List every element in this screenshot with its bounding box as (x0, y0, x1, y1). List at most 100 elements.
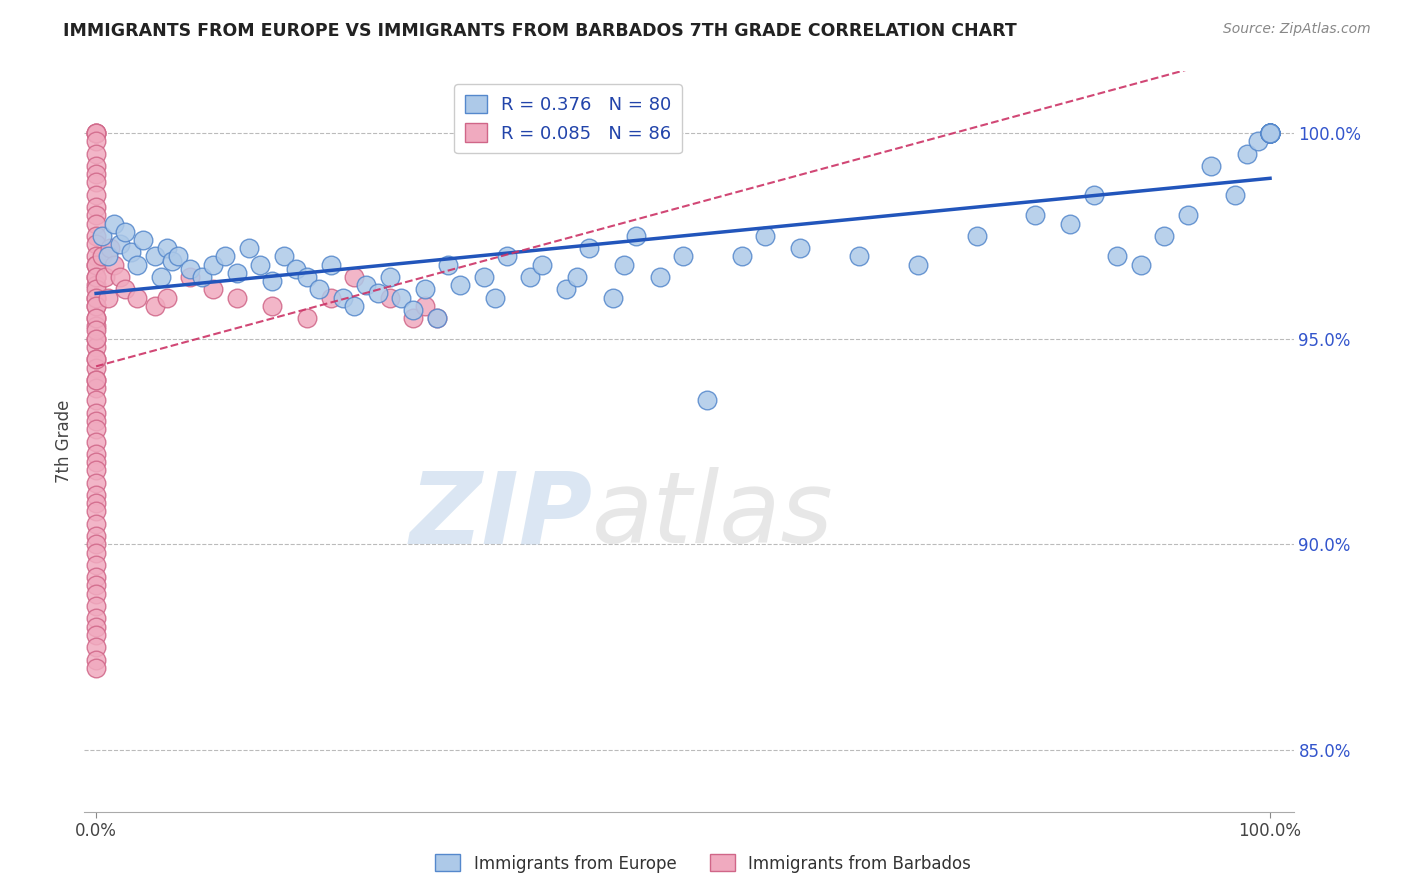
Point (378, 270, 401, 285)
Point (308, 282, 330, 296)
Point (84, 187, 107, 202)
Text: IMMIGRANTS FROM EUROPE VS IMMIGRANTS FROM BARBADOS 7TH GRADE CORRELATION CHART: IMMIGRANTS FROM EUROPE VS IMMIGRANTS FRO… (63, 22, 1017, 40)
Point (84, 661, 107, 675)
Point (343, 270, 366, 285)
Point (1129, 258, 1152, 272)
Point (1258, 126, 1281, 140)
Point (84, 447, 107, 461)
Point (167, 249, 190, 263)
Point (103, 258, 125, 272)
Point (731, 249, 754, 263)
Point (354, 278, 377, 293)
Point (1223, 187, 1246, 202)
Point (84, 628, 107, 642)
Point (1177, 208, 1199, 222)
Point (1258, 126, 1281, 140)
Point (1258, 126, 1281, 140)
Point (179, 270, 201, 285)
Point (84, 299, 107, 313)
Point (378, 291, 401, 305)
Y-axis label: 7th Grade: 7th Grade (55, 400, 73, 483)
Point (84, 414, 107, 428)
Point (149, 270, 172, 285)
Point (1258, 126, 1281, 140)
Point (1258, 126, 1281, 140)
Point (754, 228, 776, 243)
Legend: Immigrants from Europe, Immigrants from Barbados: Immigrants from Europe, Immigrants from … (429, 847, 977, 880)
Point (84, 558, 107, 572)
Point (84, 373, 107, 387)
Point (624, 228, 647, 243)
Point (155, 291, 177, 305)
Point (249, 258, 271, 272)
Point (1258, 126, 1281, 140)
Point (1201, 159, 1223, 173)
Point (554, 282, 576, 296)
Point (84, 159, 107, 173)
Point (84, 332, 107, 346)
Point (484, 291, 506, 305)
Point (648, 270, 671, 285)
Point (84, 278, 107, 293)
Point (84, 270, 107, 285)
Point (425, 311, 447, 326)
Point (108, 270, 131, 285)
Point (190, 270, 212, 285)
Point (496, 249, 519, 263)
Point (84, 237, 107, 252)
Point (97, 291, 120, 305)
Point (84, 352, 107, 367)
Point (84, 373, 107, 387)
Point (84, 319, 107, 334)
Point (84, 599, 107, 613)
Point (91, 228, 114, 243)
Point (84, 126, 107, 140)
Point (84, 463, 107, 477)
Point (472, 270, 495, 285)
Text: atlas: atlas (592, 467, 834, 564)
Point (402, 311, 425, 326)
Point (143, 299, 166, 313)
Point (84, 146, 107, 161)
Point (84, 340, 107, 354)
Point (179, 261, 201, 276)
Point (97, 249, 120, 263)
Point (319, 291, 342, 305)
Point (1258, 126, 1281, 140)
Point (413, 282, 436, 296)
Point (84, 258, 107, 272)
Point (567, 270, 589, 285)
Point (84, 360, 107, 375)
Point (848, 249, 870, 263)
Point (425, 311, 447, 326)
Point (273, 249, 295, 263)
Point (402, 302, 425, 317)
Point (226, 266, 249, 280)
Point (84, 352, 107, 367)
Point (389, 291, 412, 305)
Point (1083, 187, 1105, 202)
Point (84, 422, 107, 436)
Point (84, 311, 107, 326)
Point (84, 126, 107, 140)
Point (84, 504, 107, 518)
Legend: R = 0.376   N = 80, R = 0.085   N = 86: R = 0.376 N = 80, R = 0.085 N = 86 (454, 84, 682, 153)
Point (202, 282, 225, 296)
Point (84, 434, 107, 449)
Point (143, 249, 166, 263)
Point (84, 282, 107, 296)
Point (1258, 126, 1281, 140)
Point (202, 258, 225, 272)
Point (297, 311, 319, 326)
Point (84, 537, 107, 551)
Point (84, 270, 107, 285)
Point (672, 249, 695, 263)
Point (531, 258, 554, 272)
Point (155, 241, 177, 255)
Point (519, 270, 541, 285)
Point (1258, 126, 1281, 140)
Point (1258, 126, 1281, 140)
Point (91, 249, 114, 263)
Point (132, 233, 155, 247)
Point (84, 620, 107, 634)
